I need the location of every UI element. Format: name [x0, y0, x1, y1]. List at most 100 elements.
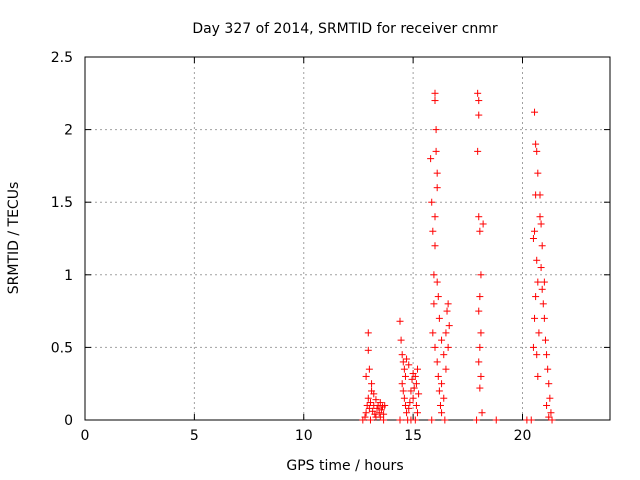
data-point [368, 380, 376, 388]
data-point [543, 351, 551, 359]
data-point [532, 140, 540, 148]
data-point [400, 394, 408, 402]
data-point [376, 413, 384, 421]
data-point [531, 227, 539, 235]
data-point [433, 169, 441, 177]
data-point [410, 384, 418, 392]
data-point [362, 372, 370, 380]
x-tick-label: 10 [295, 428, 313, 444]
data-point [432, 126, 440, 134]
data-point [442, 365, 450, 373]
data-point [442, 329, 450, 337]
data-point [540, 278, 548, 286]
data-point [527, 416, 535, 424]
y-tick-label: 1.5 [51, 195, 73, 211]
x-tick-label: 5 [190, 428, 199, 444]
data-point [431, 343, 439, 351]
data-point [438, 380, 446, 388]
y-tick-label: 0 [64, 413, 73, 429]
data-point [529, 235, 537, 242]
y-tick-label: 1 [64, 268, 73, 284]
data-point [412, 380, 420, 388]
y-tick-label: 2 [64, 123, 73, 139]
x-tick-label: 20 [514, 428, 532, 444]
grid-lines [85, 57, 610, 420]
data-point [377, 406, 385, 414]
data-point [475, 97, 483, 105]
data-point [365, 404, 373, 412]
data-point [403, 409, 411, 417]
data-point [433, 184, 441, 192]
axis-ticks: 0 5 10 15 20 0 0.5 1 1.5 2 2.5 [51, 50, 610, 444]
data-point [431, 89, 439, 97]
data-point [445, 322, 453, 330]
data-point [443, 307, 451, 315]
data-point [366, 416, 374, 424]
data-point [538, 285, 546, 293]
data-point [476, 384, 484, 392]
data-point [431, 213, 439, 221]
data-point [531, 108, 539, 116]
data-point [376, 399, 384, 407]
data-point [401, 401, 409, 409]
chart-title: Day 327 of 2014, SRMTID for receiver cnm… [192, 21, 498, 37]
data-point [537, 220, 545, 228]
data-point [534, 169, 542, 177]
data-point [362, 409, 370, 417]
data-point [536, 191, 544, 199]
data-point [533, 351, 541, 359]
data-point [412, 401, 420, 409]
data-point [534, 278, 542, 286]
data-point [396, 416, 404, 424]
data-point [398, 380, 406, 388]
y-axis-label: SRMTID / TECUs [6, 182, 22, 295]
data-point [474, 147, 482, 155]
y-tick-label: 2.5 [51, 50, 73, 66]
data-point [534, 372, 542, 380]
data-point [475, 111, 483, 119]
data-point [433, 278, 441, 286]
data-point [408, 375, 416, 383]
data-point [397, 336, 405, 344]
data-point [533, 256, 541, 264]
data-point [403, 355, 411, 363]
data-point [401, 372, 409, 380]
plot-frame [84, 56, 611, 421]
data-point [444, 300, 452, 308]
data-point [429, 329, 437, 337]
data-point [438, 336, 446, 344]
data-point [398, 351, 406, 359]
data-points [359, 89, 556, 424]
data-point [432, 147, 440, 155]
data-point [399, 358, 407, 366]
data-point [428, 416, 436, 424]
data-point [438, 409, 446, 417]
data-point [545, 380, 553, 388]
data-point [435, 314, 443, 322]
data-point [531, 314, 539, 322]
x-tick-label: 0 [81, 428, 90, 444]
data-point [537, 264, 545, 272]
data-point [371, 410, 379, 418]
data-point [543, 401, 551, 409]
data-point [405, 404, 413, 412]
data-point [544, 365, 552, 373]
data-point [364, 346, 372, 354]
data-point [479, 220, 487, 228]
data-point [407, 387, 415, 395]
data-point [548, 416, 556, 424]
data-point [538, 242, 546, 250]
data-point [430, 300, 438, 308]
data-point [545, 413, 553, 421]
data-point [535, 329, 543, 337]
x-axis-label: GPS time / hours [286, 458, 403, 474]
data-point [541, 336, 549, 344]
data-point [444, 343, 452, 351]
data-point [373, 404, 381, 412]
data-point [433, 358, 441, 366]
data-point [429, 227, 437, 235]
data-point [477, 271, 485, 279]
data-point [411, 416, 419, 424]
data-point [547, 409, 555, 417]
data-point [431, 242, 439, 250]
